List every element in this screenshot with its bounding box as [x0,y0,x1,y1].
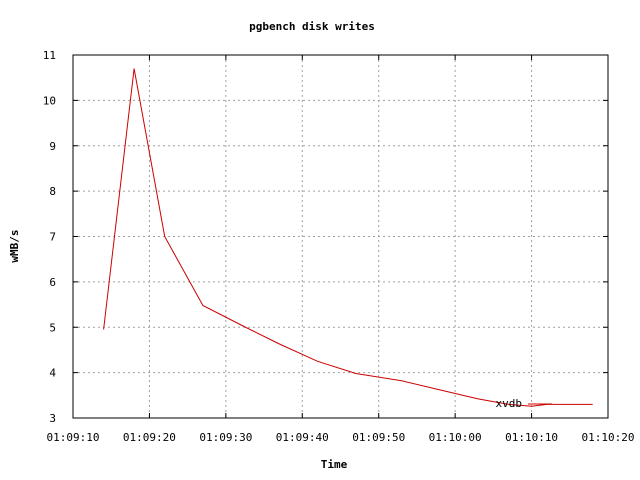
series-line-xvdb [103,68,593,407]
chart-title: pgbench disk writes [249,20,375,33]
x-tick-label: 01:09:30 [199,431,252,444]
y-tick-label: 9 [49,140,56,153]
axis-ticks: 01:09:10 01:09:20 01:09:30 01:09:40 01:09:50… [43,49,635,444]
y-tick-label: 4 [49,367,56,380]
x-axis-label: Time [321,458,348,471]
x-tick-label: 01:10:00 [429,431,482,444]
y-tick-label: 6 [49,276,56,289]
y-tick-label: 7 [49,231,56,244]
y-tick-label: 3 [49,412,56,425]
x-tick-label: 01:10:20 [582,431,635,444]
legend: xvdb [496,397,552,410]
series-group [103,68,593,407]
x-tick-label: 01:09:50 [352,431,405,444]
y-tick-label: 11 [43,49,56,62]
y-tick-label: 5 [49,321,56,334]
x-tick-label: 01:09:40 [276,431,329,444]
legend-label: xvdb [496,397,523,410]
x-tick-label: 01:10:10 [505,431,558,444]
grid [73,55,608,418]
y-tick-label: 8 [49,185,56,198]
y-tick-label: 10 [43,94,56,107]
y-axis-label: wMB/s [8,229,21,262]
x-tick-label: 01:09:20 [123,431,176,444]
x-tick-label: 01:09:10 [47,431,100,444]
